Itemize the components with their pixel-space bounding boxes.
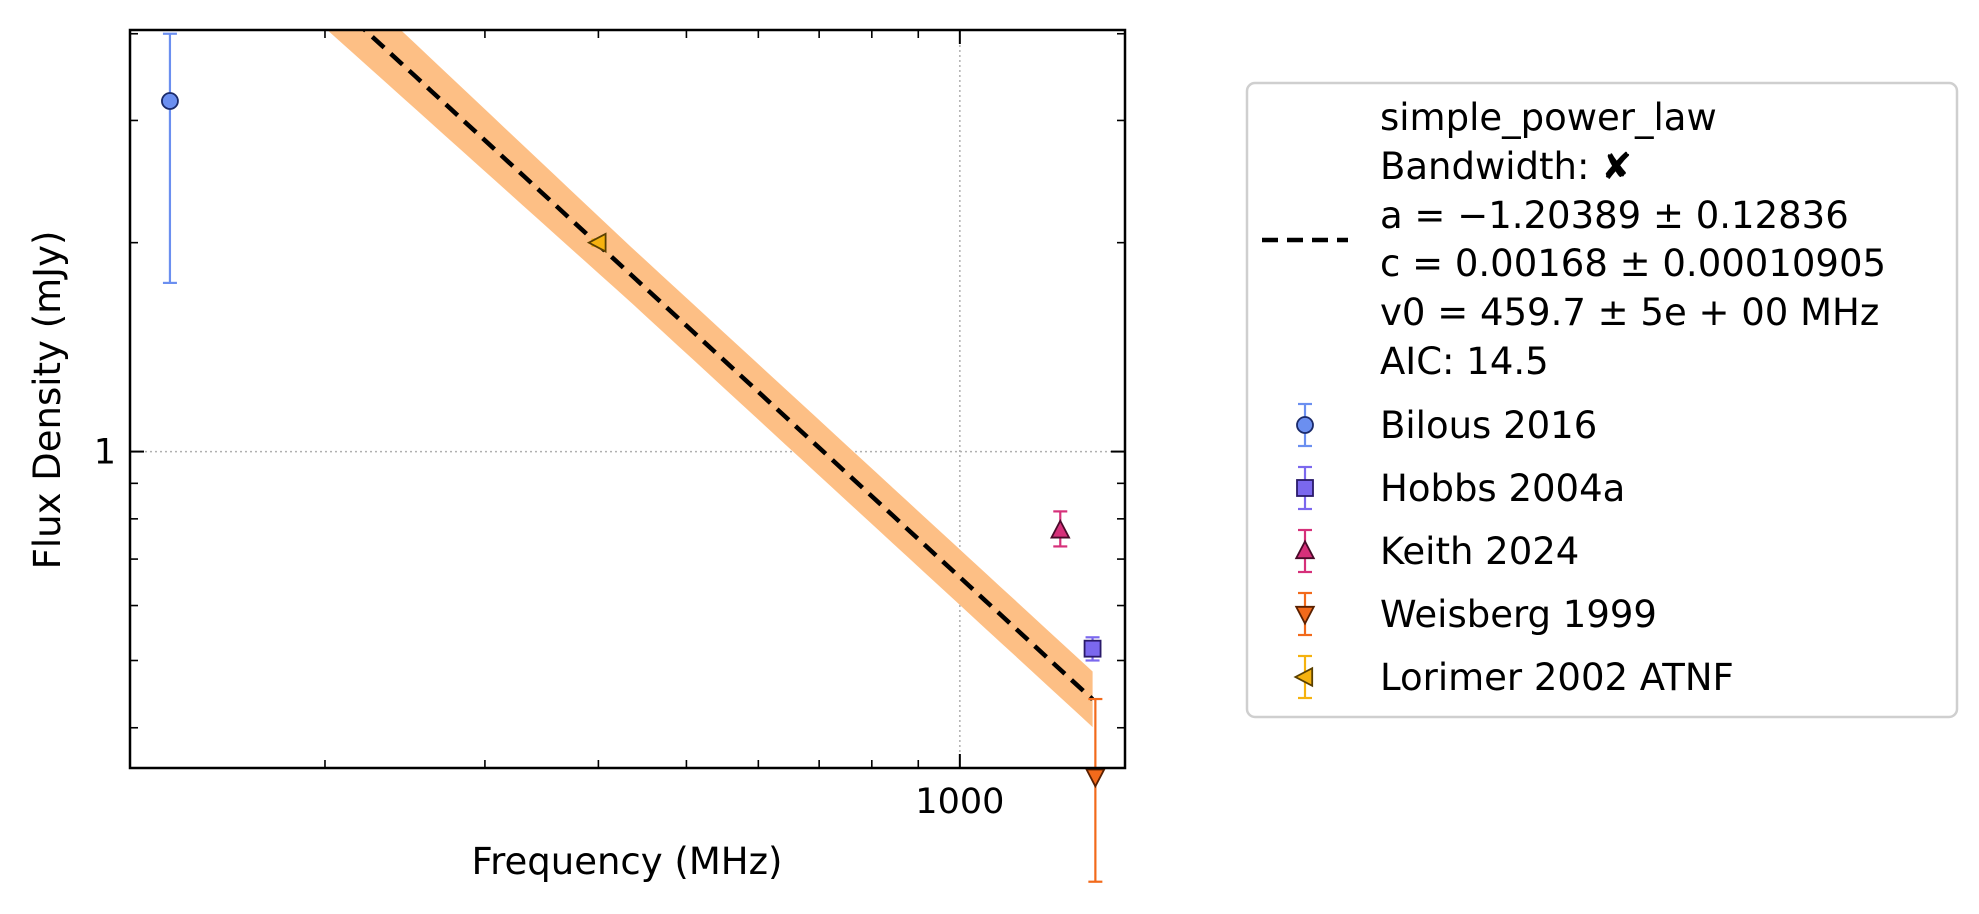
fit-line-layer — [361, 30, 1095, 701]
legend-fit-text: simple_power_law — [1380, 96, 1717, 139]
legend-fit-text: v0 = 459.7 ± 5e + 00 MHz — [1380, 291, 1879, 334]
data-point-bilous-2016 — [161, 92, 179, 110]
legend-label: Bilous 2016 — [1380, 404, 1597, 447]
legend-fit-text: a = −1.20389 ± 0.12836 — [1380, 194, 1849, 237]
legend-label: Keith 2024 — [1380, 530, 1579, 573]
legend-fit-text: c = 0.00168 ± 0.00010905 — [1380, 242, 1886, 285]
legend-fit-text: Bandwidth: ✘ — [1380, 145, 1632, 188]
tick-labels: 1000 1 — [94, 433, 1005, 822]
fit-line — [361, 30, 1095, 701]
legend-marker — [1296, 416, 1314, 434]
data-point-lorimer-2002-atnf — [586, 232, 607, 253]
data-point-hobbs-2004a — [1083, 639, 1102, 658]
y-tick-label: 1 — [94, 433, 116, 473]
legend-label: Lorimer 2002 ATNF — [1380, 656, 1734, 699]
legend-fit-entry: simple_power_law Bandwidth: ✘ a = −1.20389… — [1262, 96, 1886, 383]
legend-label: Weisberg 1999 — [1380, 593, 1657, 636]
legend-frame — [1245, 81, 1959, 719]
legend-label: Hobbs 2004a — [1380, 467, 1625, 510]
x-tick-label: 1000 — [915, 782, 1004, 822]
data-point-weisberg-1999 — [1085, 768, 1106, 789]
legend-fit-text: AIC: 14.5 — [1380, 340, 1549, 383]
fit-uncertainty-band — [327, 30, 1093, 728]
plot-frame — [128, 28, 1127, 770]
y-axis-label: Flux Density (mJy) — [26, 231, 69, 570]
legend-marker — [1294, 605, 1316, 626]
legend-marker — [1293, 666, 1314, 688]
data-point-keith-2024 — [1049, 518, 1071, 539]
axis-ticks — [130, 30, 1125, 768]
legend: simple_power_law Bandwidth: ✘ a = −1.20389… — [1245, 81, 1959, 719]
data-points — [161, 32, 1106, 883]
legend-marker — [1296, 479, 1314, 497]
x-axis-label: Frequency (MHz) — [472, 840, 783, 883]
grid — [130, 30, 1125, 768]
legend-marker — [1294, 539, 1316, 560]
fit-band — [327, 30, 1093, 728]
legend-series-entries: Bilous 2016 Hobbs 2004a Keith 2024 Weisberg… — [1293, 402, 1734, 700]
